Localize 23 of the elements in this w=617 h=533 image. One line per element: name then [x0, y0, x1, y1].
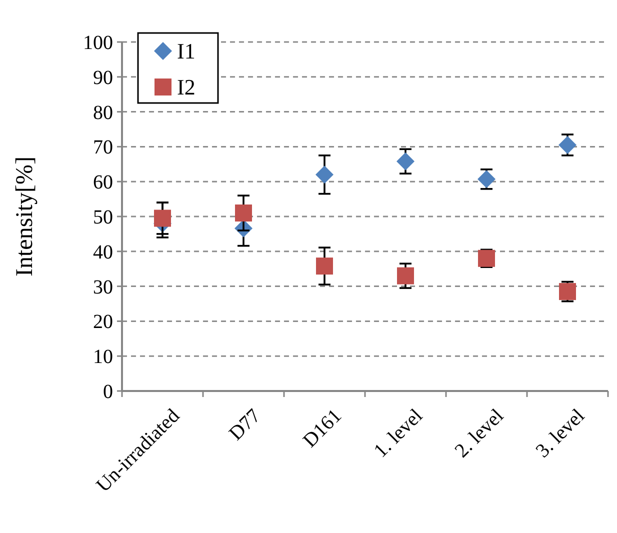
- point: [316, 166, 334, 184]
- y-tick-label: 90: [93, 66, 113, 89]
- point: [396, 152, 414, 170]
- point: [397, 267, 414, 284]
- y-tick-label: 50: [93, 206, 113, 228]
- point: [316, 258, 333, 275]
- y-tick-label: 80: [93, 102, 113, 124]
- legend-label: I2: [177, 74, 196, 100]
- y-axis-title: Intensity[%]: [12, 156, 38, 276]
- y-tick-label: 70: [93, 136, 113, 159]
- point: [235, 204, 252, 222]
- y-tick-label: 20: [93, 311, 113, 334]
- y-tick-label: 30: [93, 276, 113, 298]
- y-tick-label: 100: [83, 32, 113, 54]
- legend-label: I1: [177, 38, 196, 64]
- point: [558, 136, 576, 154]
- y-tick-label: 0: [103, 381, 113, 403]
- y-tick-label: 60: [93, 172, 113, 194]
- x-tick-label: D77: [225, 404, 265, 445]
- point: [559, 283, 576, 300]
- y-tick-label: 40: [93, 241, 113, 264]
- point: [154, 210, 171, 227]
- y-tick-label: 10: [93, 346, 113, 368]
